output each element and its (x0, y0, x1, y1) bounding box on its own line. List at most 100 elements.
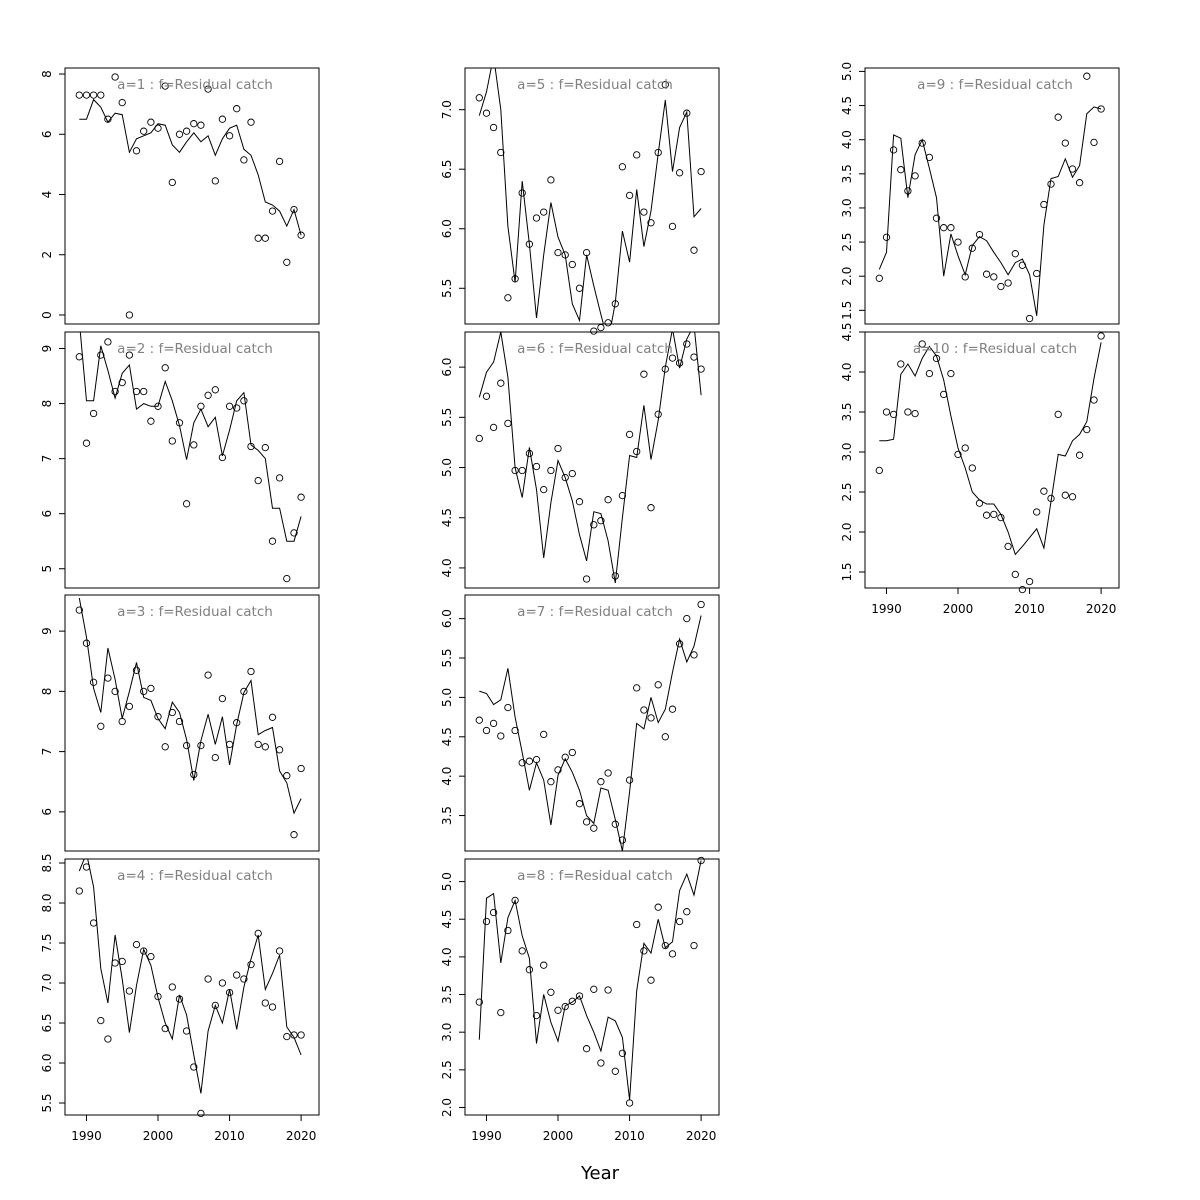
fitted-line (878, 106, 1102, 316)
observed-point (904, 408, 912, 416)
x-tick-label: 2020 (686, 1129, 717, 1143)
observed-point (611, 300, 619, 308)
observed-point (954, 450, 962, 459)
observed-point (561, 251, 569, 259)
observed-point (132, 387, 141, 396)
observed-point (225, 740, 234, 749)
panel-frame (464, 67, 720, 325)
panel-title: a=3 : f=Residual catch (117, 604, 273, 620)
y-tick-label: 6.0 (440, 358, 454, 377)
observed-point (675, 169, 684, 177)
observed-point (218, 694, 227, 703)
y-tick-label: 4 (40, 191, 54, 199)
observed-point (211, 386, 219, 394)
observed-point (204, 85, 212, 93)
observed-point (604, 496, 612, 504)
observed-point (261, 999, 269, 1007)
observed-point (283, 258, 291, 266)
observed-point (125, 311, 134, 319)
observed-point (1054, 113, 1062, 121)
observed-point (283, 1032, 291, 1041)
panel-title: a=7 : f=Residual catch (517, 604, 673, 620)
panel-frame (464, 594, 720, 852)
observed-point (497, 379, 505, 387)
observed-point (489, 123, 498, 132)
y-tick-label: 5.0 (840, 62, 854, 81)
observed-point (290, 1031, 298, 1039)
observed-point (482, 392, 491, 400)
observed-point (247, 118, 255, 126)
x-tick-label: 1990 (871, 602, 902, 616)
observed-point (225, 132, 234, 140)
observed-point (147, 417, 155, 425)
observed-point (489, 423, 498, 432)
observed-point (275, 746, 284, 754)
observed-point (175, 130, 184, 138)
observed-point (118, 378, 126, 387)
y-tick-label: 2.5 (440, 1060, 454, 1079)
observed-point (875, 274, 883, 282)
observed-point (168, 983, 176, 991)
observed-point (1083, 425, 1091, 434)
y-tick-label: 5 (40, 565, 54, 573)
observed-point (211, 177, 219, 185)
y-tick-label: 9 (40, 627, 54, 635)
panel-title: a=10 : f=Residual catch (913, 341, 1077, 357)
observed-point (111, 73, 119, 81)
panel-frame (464, 331, 720, 589)
observed-point (297, 493, 305, 501)
observed-point (604, 986, 612, 994)
observed-point (875, 466, 883, 475)
observed-point (1004, 542, 1012, 551)
observed-point (168, 437, 176, 445)
observed-point (283, 772, 291, 780)
y-tick-label: 6.5 (40, 1013, 54, 1032)
observed-point (575, 800, 584, 808)
observed-point (1075, 451, 1084, 459)
y-tick-label: 5.5 (440, 408, 454, 427)
y-tick-label: 3.0 (440, 1023, 454, 1042)
y-tick-label: 8.5 (40, 853, 54, 872)
observed-point (625, 1099, 634, 1107)
y-tick-label: 3.0 (840, 198, 854, 217)
observed-point (225, 402, 234, 410)
observed-point (654, 681, 662, 689)
observed-point (82, 639, 91, 647)
observed-point (161, 364, 169, 372)
observed-point (497, 1008, 505, 1017)
x-axis-label: Year (580, 1163, 620, 1184)
observed-point (118, 717, 126, 726)
y-tick-label: 8 (40, 688, 54, 696)
observed-point (625, 430, 634, 439)
observed-point (575, 498, 584, 506)
observed-point (668, 705, 677, 713)
observed-point (940, 390, 948, 399)
observed-point (540, 730, 548, 739)
observed-point (211, 1001, 219, 1010)
observed-point (683, 340, 691, 348)
observed-point (640, 208, 648, 216)
observed-point (175, 995, 184, 1003)
observed-point (518, 947, 526, 955)
y-tick-label: 2.5 (840, 482, 854, 501)
observed-point (947, 224, 955, 232)
panel-4: a=4 : f=Residual catch 5.5 6.0 6.5 7.0 7.5 8.0… (40, 853, 320, 1143)
y-tick-label: 6 (40, 808, 54, 816)
observed-point (889, 410, 898, 419)
observed-point (547, 988, 555, 996)
observed-point (654, 410, 662, 418)
observed-point (668, 354, 677, 362)
observed-point (968, 464, 976, 472)
panel-9: a=9 : f=Residual catch 1.5 2.0 2.5 3.0 3.5 4.0… (840, 62, 1120, 325)
observed-point (597, 517, 605, 525)
observed-point (233, 971, 241, 979)
observed-point (140, 947, 148, 955)
observed-point (525, 966, 534, 974)
observed-point (590, 824, 598, 832)
observed-point (683, 109, 691, 117)
observed-point (954, 238, 962, 246)
observed-point (982, 511, 991, 519)
observed-point (1033, 508, 1041, 516)
panel-10: a=10 : f=Residual catch 1.5 2.0 2.5 3.0 3.5 4.… (840, 322, 1120, 616)
panel-frame (864, 331, 1120, 589)
